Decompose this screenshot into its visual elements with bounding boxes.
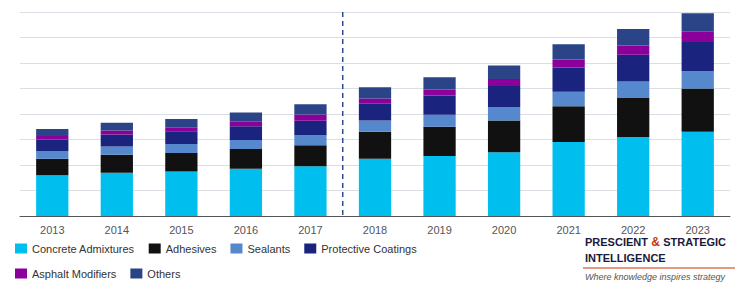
svg-text:PRESCIENT: PRESCIENT <box>585 236 648 248</box>
svg-text:Sealants: Sealants <box>247 243 290 255</box>
svg-text:Where knowledge inspires strat: Where knowledge inspires strategy <box>585 272 726 282</box>
svg-text:Protective Coatings: Protective Coatings <box>321 243 417 255</box>
svg-text:INTELLIGENCE: INTELLIGENCE <box>585 252 666 264</box>
svg-text:Adhesives: Adhesives <box>166 243 217 255</box>
svg-text:STRATEGIC: STRATEGIC <box>663 236 726 248</box>
svg-text:2015: 2015 <box>169 224 193 236</box>
svg-text:&: & <box>651 235 660 249</box>
svg-text:2020: 2020 <box>492 224 516 236</box>
svg-text:2021: 2021 <box>556 224 580 236</box>
svg-text:2022: 2022 <box>621 224 645 236</box>
svg-text:2016: 2016 <box>234 224 258 236</box>
svg-text:Asphalt Modifiers: Asphalt Modifiers <box>32 268 117 280</box>
svg-text:2019: 2019 <box>427 224 451 236</box>
svg-text:Concrete Admixtures: Concrete Admixtures <box>32 243 135 255</box>
svg-text:2013: 2013 <box>40 224 64 236</box>
svg-text:2018: 2018 <box>363 224 387 236</box>
svg-text:2023: 2023 <box>685 224 709 236</box>
svg-text:2014: 2014 <box>105 224 129 236</box>
svg-text:Others: Others <box>147 268 181 280</box>
svg-text:2017: 2017 <box>298 224 322 236</box>
